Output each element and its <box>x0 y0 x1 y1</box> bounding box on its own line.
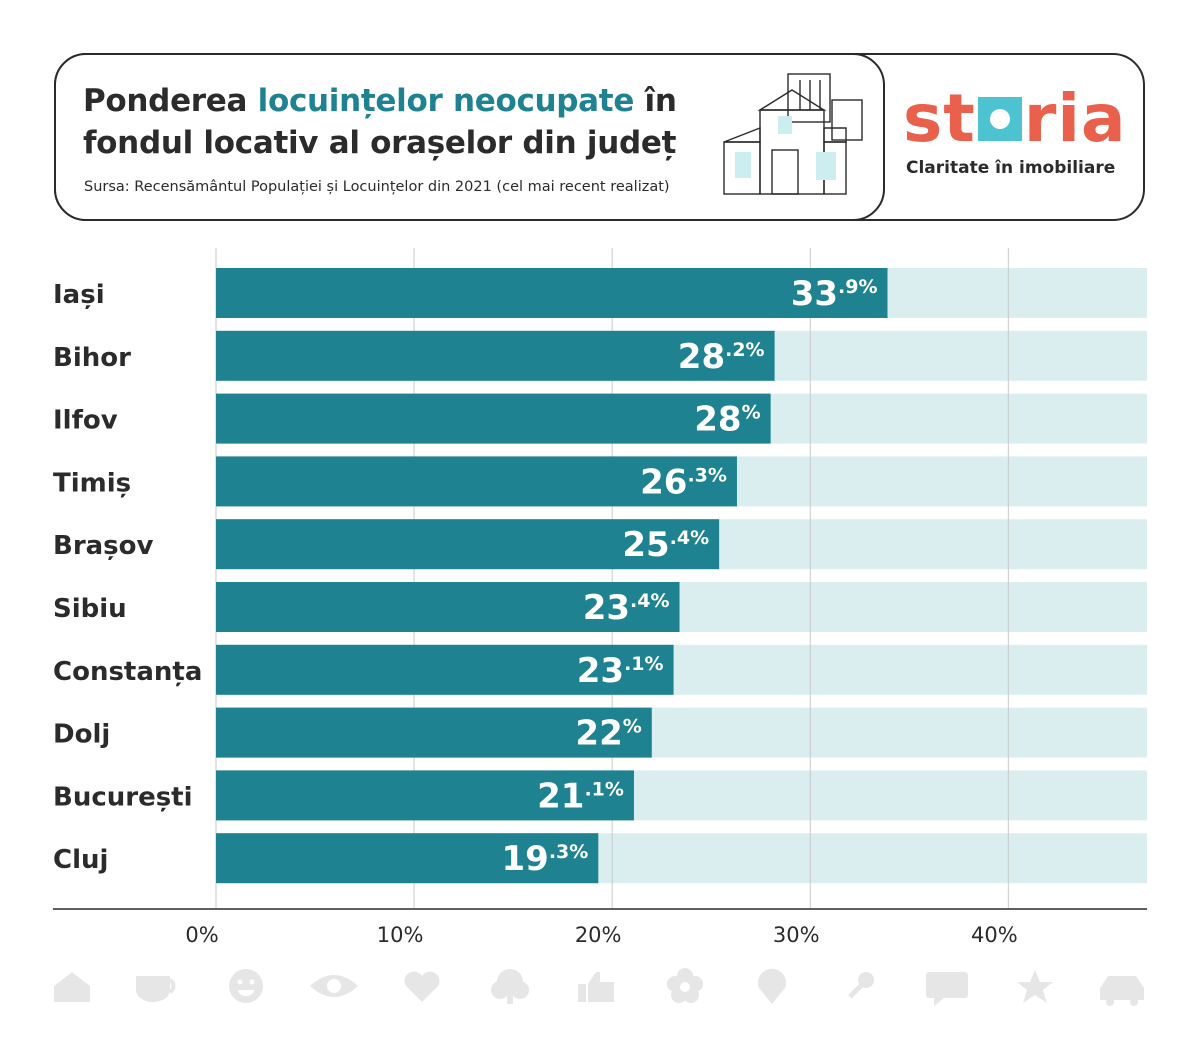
value-label: 19.3% <box>501 839 588 879</box>
bar-sibiu <box>216 582 680 632</box>
category-label: București <box>53 782 193 812</box>
category-label: Constanța <box>53 657 202 687</box>
flower-icon <box>667 968 703 1003</box>
value-label: 28.2% <box>678 337 765 377</box>
bar-brașov <box>216 519 720 570</box>
value-label: 28% <box>694 400 760 440</box>
category-label: Sibiu <box>53 594 127 624</box>
value-label: 21.1% <box>537 776 624 816</box>
footer-icons-row <box>54 968 1144 1006</box>
thumbs-up-icon <box>578 972 614 1002</box>
star-icon <box>1017 970 1053 1003</box>
value-label: 25.4% <box>622 525 709 565</box>
title-text-2: în fondul locativ al orașelor din județ <box>83 83 677 161</box>
value-label: 33.9% <box>791 274 878 314</box>
smiley-icon <box>229 969 263 1003</box>
x-tick-label: 0% <box>185 923 218 947</box>
bar-constanța <box>216 644 674 695</box>
category-label: Brașov <box>53 531 154 561</box>
cup-icon <box>136 976 176 1002</box>
value-label: 23.1% <box>577 651 664 691</box>
category-label: Timiș <box>53 468 131 498</box>
x-tick-label: 10% <box>377 923 424 947</box>
bar-dolj <box>216 707 652 758</box>
chat-icon <box>926 972 968 1006</box>
bar-iași <box>216 268 888 318</box>
bar-ilfov <box>216 393 771 444</box>
category-label: Iași <box>53 280 105 310</box>
value-label: 22% <box>575 714 641 754</box>
home-icon <box>54 972 90 1002</box>
value-label: 23.4% <box>583 588 670 628</box>
title-text-1: Ponderea <box>83 83 258 119</box>
page-title: Ponderea locuințelor neocupate în fondul… <box>83 80 723 164</box>
eye-icon <box>310 975 358 997</box>
value-label: 26.3% <box>640 462 727 502</box>
storia-logo: st ria <box>903 80 1127 157</box>
bar-chart: Iași 33.9% Bihor 28.2% Ilfov 28% Timiș 26.3% Bra… <box>53 248 1147 947</box>
x-tick-label: 30% <box>773 923 820 947</box>
bar-bihor <box>216 330 775 381</box>
x-tick-label: 20% <box>575 923 622 947</box>
map-pin-icon <box>758 968 787 1004</box>
bar-timiș <box>216 456 737 507</box>
heart-icon <box>404 971 440 1002</box>
category-label: Cluj <box>53 845 108 875</box>
category-label: Dolj <box>53 720 110 750</box>
bar-bucurești <box>216 770 634 821</box>
key-icon <box>848 972 874 999</box>
bar-cluj <box>216 833 599 884</box>
logo-o-mark <box>977 97 1022 141</box>
category-label: Bihor <box>53 343 131 373</box>
brand-tagline: Claritate în imobiliare <box>906 158 1116 178</box>
tree-icon <box>491 969 529 1004</box>
car-icon <box>1100 976 1144 1006</box>
title-card <box>54 53 885 221</box>
source-note: Sursa: Recensământul Populației și Locui… <box>84 179 670 195</box>
category-label: Ilfov <box>53 406 118 436</box>
x-tick-label: 40% <box>971 923 1018 947</box>
title-accent: locuințelor neocupate <box>257 83 635 119</box>
house-illustration-icon <box>723 73 863 195</box>
